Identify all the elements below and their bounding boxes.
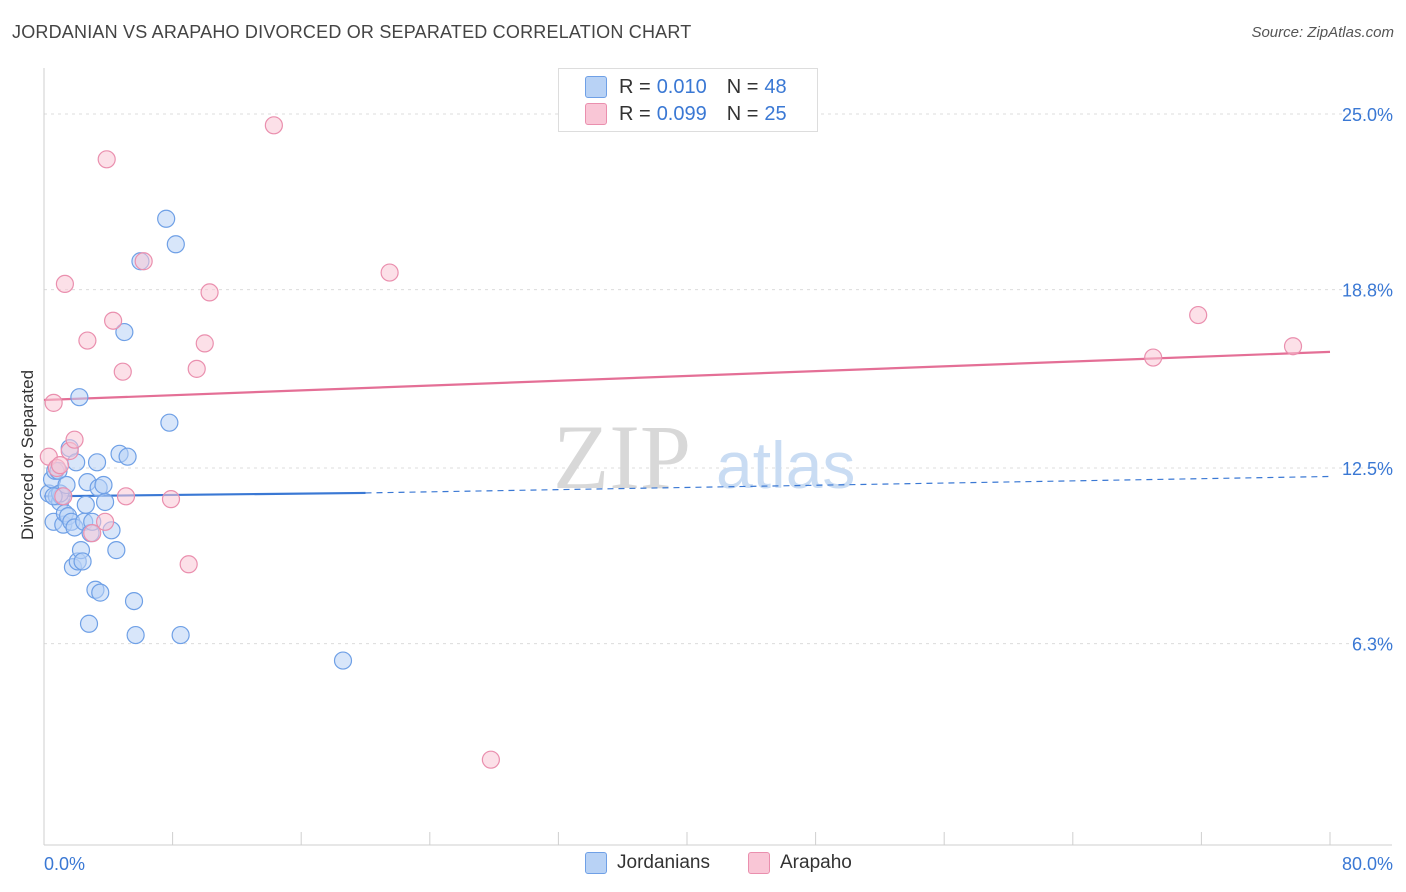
y-axis-label: Divorced or Separated	[18, 370, 37, 540]
point-jordanians	[79, 614, 99, 633]
point-arapaho	[116, 487, 136, 506]
x-tick-label: 80.0%	[1342, 854, 1393, 874]
point-jordanians	[118, 447, 137, 466]
point-jordanians	[115, 322, 134, 342]
point-arapaho	[50, 456, 70, 475]
data-points	[39, 116, 1303, 769]
point-arapaho	[1283, 337, 1303, 356]
point-jordanians	[94, 475, 113, 495]
legend-r-value-jordanians: 0.010	[656, 75, 707, 98]
point-jordanians	[95, 492, 115, 512]
point-jordanians	[157, 209, 176, 228]
point-jordanians	[87, 453, 107, 472]
point-arapaho	[1144, 348, 1163, 367]
point-arapaho	[1189, 305, 1208, 325]
legend-r-value-arapaho: 0.099	[656, 102, 707, 125]
point-arapaho	[187, 359, 206, 378]
legend-r-label: R =	[619, 75, 651, 98]
point-jordanians	[107, 541, 126, 560]
trend-line-jordanians-extrapolated	[365, 475, 1331, 494]
y-tick-label: 12.5%	[1342, 459, 1393, 479]
bottom-legend-swatch-arapaho	[748, 852, 770, 874]
legend-swatch-arapaho	[585, 103, 607, 125]
chart-title: JORDANIAN VS ARAPAHO DIVORCED OR SEPARAT…	[12, 22, 692, 42]
point-arapaho	[200, 283, 219, 302]
legend-n-value-jordanians: 48	[764, 75, 787, 98]
point-arapaho	[179, 555, 198, 574]
point-jordanians	[76, 495, 95, 514]
bottom-legend-arapaho: Arapaho	[748, 852, 852, 874]
bottom-legend-label-arapaho: Arapaho	[780, 852, 852, 873]
point-arapaho	[134, 252, 153, 271]
point-jordanians	[91, 583, 110, 602]
point-jordanians	[126, 625, 145, 645]
point-arapaho	[380, 263, 399, 282]
point-arapaho	[97, 150, 116, 169]
y-tick-label: 25.0%	[1342, 105, 1393, 125]
point-jordanians	[166, 235, 185, 254]
legend-swatch-jordanians	[585, 76, 607, 98]
legend-n-value-arapaho: 25	[764, 102, 787, 125]
point-arapaho	[95, 512, 115, 531]
legend-n-label: N =	[726, 75, 759, 98]
point-arapaho	[44, 393, 63, 412]
legend: R = 0.010 N = 48 R = 0.099 N = 25	[558, 68, 818, 132]
y-tick-label: 18.8%	[1342, 281, 1393, 301]
point-jordanians	[333, 651, 353, 670]
source-label: Source: ZipAtlas.com	[1251, 24, 1394, 41]
gridlines	[44, 113, 1392, 645]
tick-labels: 6.3% 12.5% 18.8% 25.0% 0.0% 80.0%	[44, 105, 1393, 874]
legend-row-arapaho: R = 0.099 N = 25	[585, 102, 787, 126]
bottom-legend-swatch-jordanians	[585, 852, 607, 874]
legend-n-label: N =	[726, 102, 759, 125]
point-arapaho	[113, 362, 132, 381]
point-arapaho	[65, 430, 84, 449]
legend-row-jordanians: R = 0.010 N = 48	[585, 75, 787, 99]
x-tick-label: 0.0%	[44, 854, 85, 874]
point-arapaho	[161, 490, 181, 509]
point-jordanians	[70, 388, 89, 407]
bottom-legend-label-jordanians: Jordanians	[617, 852, 710, 873]
point-arapaho	[78, 331, 97, 350]
point-arapaho	[83, 524, 102, 543]
point-arapaho	[55, 274, 74, 294]
point-arapaho	[264, 116, 283, 135]
point-arapaho	[54, 487, 73, 506]
trend-line-arapaho	[43, 350, 1331, 402]
watermark-atlas: atlas	[716, 428, 855, 502]
point-arapaho	[481, 750, 500, 769]
bottom-legend-jordanians: Jordanians	[585, 852, 710, 874]
point-jordanians	[124, 591, 144, 611]
y-tick-label: 6.3%	[1352, 635, 1393, 655]
point-jordanians	[160, 413, 179, 432]
point-jordanians	[73, 552, 92, 571]
legend-r-label: R =	[619, 102, 651, 125]
point-jordanians	[171, 625, 190, 645]
watermark-zip: ZIP	[553, 406, 691, 508]
point-arapaho	[104, 311, 123, 330]
point-arapaho	[195, 334, 214, 353]
